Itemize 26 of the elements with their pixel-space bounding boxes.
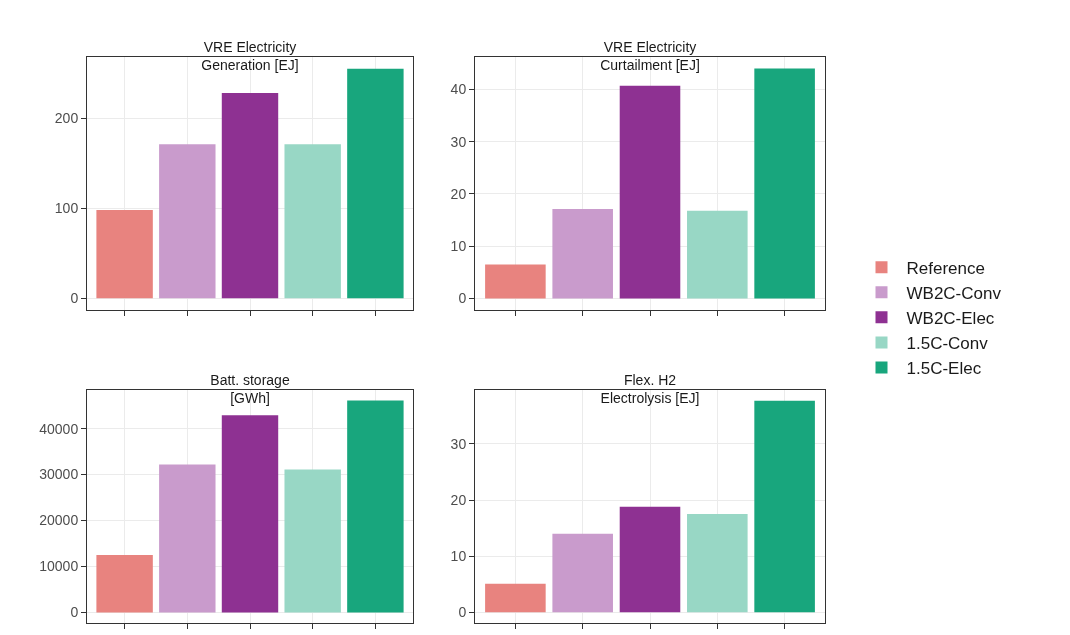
y-tick-label: 10000 — [39, 558, 79, 575]
y-tick-label: 30 — [450, 435, 467, 452]
y-tick-label: 20 — [450, 185, 467, 202]
y-tick-label: 30 — [450, 133, 467, 150]
y-tick-label: 100 — [54, 200, 79, 217]
chart-title: Flex. H2 Electrolysis [EJ] — [600, 372, 700, 407]
y-tick-label: 30000 — [39, 466, 79, 483]
y-tick-label: 200 — [54, 110, 79, 127]
legend-label: 1.5C-Elec — [906, 359, 982, 379]
chart-title: Batt. storage [GWh] — [210, 372, 290, 407]
y-tick-label: 0 — [70, 290, 79, 307]
y-tick-label: 20000 — [39, 512, 79, 529]
chart-title: VRE Electricity Generation [EJ] — [201, 39, 299, 74]
y-tick-label: 0 — [458, 290, 467, 307]
legend-label: 1.5C-Conv — [906, 334, 989, 354]
legend-label: WB2C-Conv — [906, 283, 1002, 303]
y-tick-label: 0 — [70, 604, 79, 621]
y-tick-label: 40 — [450, 81, 467, 98]
legend-label: WB2C-Elec — [906, 308, 995, 328]
chart-title: VRE Electricity Curtailment [EJ] — [600, 39, 700, 74]
y-tick-label: 0 — [458, 604, 467, 621]
y-tick-label: 20 — [450, 491, 467, 508]
y-tick-label: 10 — [450, 238, 467, 255]
legend-label: Reference — [906, 258, 985, 278]
y-tick-label: 10 — [450, 548, 467, 565]
y-tick-label: 40000 — [39, 420, 79, 437]
